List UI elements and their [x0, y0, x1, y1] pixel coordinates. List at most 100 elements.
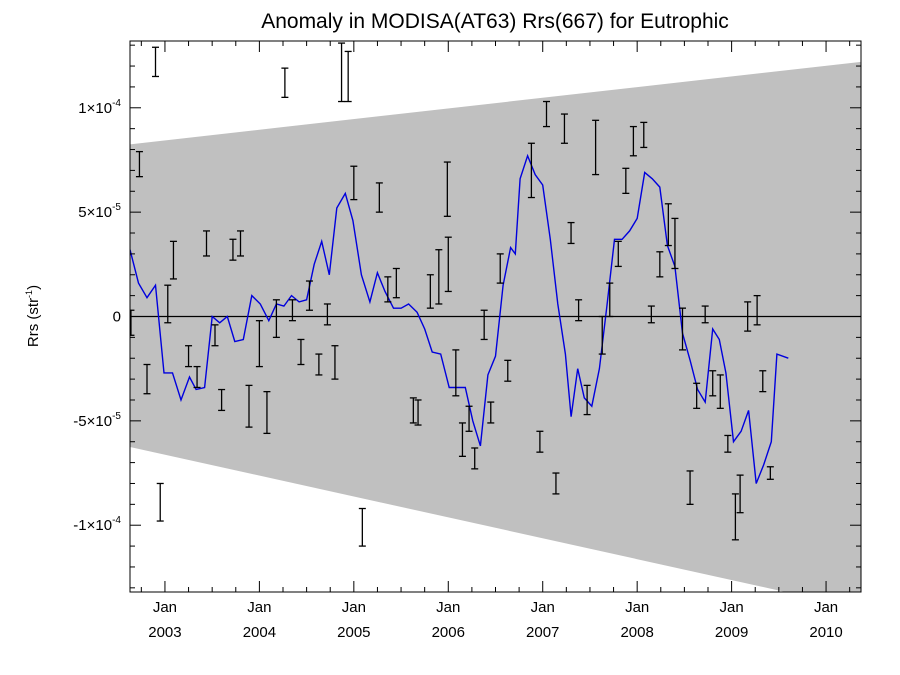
error-bar: [288, 299, 296, 322]
error-bar: [458, 422, 466, 457]
error-bar: [536, 430, 544, 453]
error-bar: [272, 299, 280, 339]
y-tick-exponent: -4: [112, 98, 121, 109]
error-bar: [164, 284, 172, 324]
error-bar: [575, 299, 583, 322]
error-bar: [664, 203, 672, 247]
x-tick-label: Jan: [436, 599, 460, 616]
error-bar: [331, 345, 339, 380]
error-bar: [169, 240, 177, 280]
error-bar: [487, 401, 495, 424]
error-bar: [156, 482, 164, 522]
error-bar: [375, 182, 383, 213]
x-tick-sublabel: 2008: [620, 624, 653, 641]
x-tick-sublabel: 2006: [432, 624, 465, 641]
error-bar: [305, 280, 313, 311]
error-bar: [465, 405, 473, 432]
y-axis-label-end: ): [25, 285, 42, 290]
error-bar: [504, 359, 512, 382]
x-tick-label: Jan: [625, 599, 649, 616]
error-bar: [686, 470, 694, 505]
y-axis-label: Rrs (str-1): [24, 285, 42, 347]
error-bar: [753, 294, 761, 326]
error-bar: [693, 382, 701, 409]
error-bar: [229, 238, 237, 261]
error-bar: [392, 267, 400, 299]
error-bar: [606, 282, 614, 318]
error-bar: [759, 370, 767, 393]
error-bar: [647, 305, 655, 324]
y-tick-mantissa: -5×10: [73, 413, 112, 430]
y-tick-label: 5×10-5: [78, 202, 121, 221]
x-tick-label: Jan: [531, 599, 555, 616]
axes: Jan 2003 Jan 2004 Jan 2005 Jan 2006 Jan 2007 Jan 20…: [73, 40, 862, 641]
error-bar: [701, 305, 709, 324]
error-bar: [344, 50, 352, 103]
error-bar: [426, 274, 434, 309]
y-tick-label: -5×10-5: [73, 411, 121, 430]
error-bar: [583, 384, 591, 416]
x-tick-label: Jan: [153, 599, 177, 616]
error-bar: [384, 276, 392, 303]
error-bar: [152, 46, 159, 78]
error-bar: [281, 67, 289, 99]
error-bar: [679, 307, 686, 351]
x-tick-sublabel: 2009: [715, 624, 748, 641]
error-bar: [135, 150, 143, 178]
error-bar: [598, 315, 606, 355]
x-tick-label: Jan: [814, 599, 838, 616]
x-tick-sublabel: 2005: [337, 624, 370, 641]
error-bar: [736, 474, 744, 514]
error-bar: [724, 434, 732, 453]
y-tick-label: -1×10-4: [73, 515, 121, 534]
y-tick-mantissa: -1×10: [73, 517, 112, 534]
anomaly-line: [130, 153, 789, 484]
error-bar: [567, 221, 575, 245]
error-bar: [716, 374, 724, 409]
error-bar: [471, 447, 479, 470]
error-bar: [656, 251, 664, 278]
error-bar: [622, 167, 630, 195]
y-tick-mantissa: 1×10: [78, 100, 112, 117]
x-tick-sublabel: 2003: [148, 624, 181, 641]
error-bar: [211, 324, 219, 347]
error-bar: [323, 303, 331, 326]
error-bar: [552, 472, 560, 495]
y-tick-mantissa: 5×10: [78, 204, 112, 221]
error-bar: [185, 345, 193, 368]
error-bar: [671, 217, 679, 270]
error-bar: [255, 320, 263, 368]
error-bar: [444, 236, 452, 293]
error-bar: [614, 240, 622, 268]
error-bar: [443, 161, 451, 217]
error-bar: [297, 338, 305, 366]
error-bar: [358, 507, 366, 547]
plot-area: [130, 42, 861, 592]
error-bar: [263, 390, 271, 435]
error-bar: [744, 301, 752, 332]
x-tick-label: Jan: [247, 599, 271, 616]
y-axis-label-sup: -1: [24, 290, 34, 298]
x-tick-sublabel: 2010: [809, 624, 842, 641]
error-bar: [452, 349, 460, 397]
error-bar: [629, 125, 637, 157]
error-bar: [480, 309, 488, 341]
error-bar: [414, 399, 422, 426]
y-tick-exponent: -4: [112, 515, 121, 526]
error-bar: [496, 253, 504, 284]
error-bar: [766, 466, 774, 480]
y-axis-label-text: Rrs (str: [25, 298, 42, 347]
error-bar: [527, 142, 535, 199]
y-tick-exponent: -5: [112, 411, 121, 422]
error-bar: [338, 42, 346, 103]
x-tick-sublabel: 2007: [526, 624, 559, 641]
error-bar: [592, 119, 600, 176]
y-tick-label: 0: [113, 309, 121, 326]
y-tick-exponent: -5: [112, 202, 121, 213]
y-tick-mantissa: 0: [113, 309, 121, 326]
error-bar: [709, 370, 717, 397]
error-bar: [560, 113, 568, 144]
chart-title: Anomaly in MODISA(AT63) Rrs(667) for Eut…: [261, 10, 729, 33]
error-bar: [237, 230, 244, 257]
